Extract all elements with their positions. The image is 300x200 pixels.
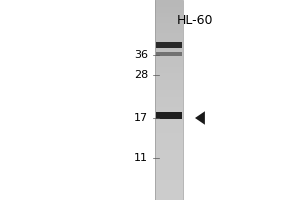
Bar xyxy=(155,100,183,104)
Polygon shape xyxy=(195,111,205,125)
Bar xyxy=(155,143,183,147)
Bar xyxy=(156,52,182,56)
Bar xyxy=(155,157,183,161)
Bar xyxy=(155,160,183,164)
Bar xyxy=(156,42,182,48)
Bar xyxy=(155,197,183,200)
Bar xyxy=(155,117,183,120)
Bar xyxy=(155,177,183,181)
Bar xyxy=(155,113,183,117)
Bar xyxy=(155,70,183,74)
Bar xyxy=(155,73,183,77)
Bar xyxy=(155,63,183,67)
Bar xyxy=(155,27,183,30)
Bar xyxy=(155,83,183,87)
Bar xyxy=(155,13,183,17)
Bar xyxy=(155,93,183,97)
Bar xyxy=(155,80,183,84)
Bar xyxy=(155,133,183,137)
Bar xyxy=(155,170,183,174)
Text: 17: 17 xyxy=(134,113,148,123)
Bar xyxy=(155,3,183,7)
Bar xyxy=(155,20,183,24)
Bar xyxy=(155,37,183,41)
Text: 11: 11 xyxy=(134,153,148,163)
Bar xyxy=(155,103,183,107)
Bar xyxy=(155,167,183,171)
Text: 28: 28 xyxy=(134,70,148,80)
Text: 36: 36 xyxy=(134,50,148,60)
Bar xyxy=(155,87,183,90)
Bar xyxy=(155,57,183,61)
Bar xyxy=(155,53,183,57)
Bar xyxy=(155,107,183,110)
Bar xyxy=(155,50,183,54)
Bar xyxy=(155,187,183,191)
Bar xyxy=(155,180,183,184)
Text: HL-60: HL-60 xyxy=(177,14,213,27)
Bar xyxy=(155,30,183,34)
Bar xyxy=(155,67,183,71)
Bar xyxy=(155,90,183,94)
Bar xyxy=(155,163,183,167)
Bar xyxy=(155,183,183,187)
Bar xyxy=(156,112,182,119)
Bar xyxy=(155,77,183,80)
Bar xyxy=(155,33,183,37)
Bar xyxy=(155,7,183,10)
Bar xyxy=(155,147,183,151)
Bar xyxy=(155,10,183,14)
Bar xyxy=(155,17,183,21)
Bar xyxy=(155,150,183,154)
Bar xyxy=(155,173,183,177)
Bar xyxy=(155,137,183,141)
Bar xyxy=(155,130,183,134)
Bar xyxy=(155,43,183,47)
Bar xyxy=(155,153,183,157)
Bar xyxy=(155,60,183,64)
Bar xyxy=(155,110,183,114)
Bar xyxy=(155,120,183,124)
Bar xyxy=(155,97,183,100)
Bar xyxy=(155,40,183,44)
Bar xyxy=(155,140,183,144)
Bar xyxy=(155,127,183,130)
Bar xyxy=(155,123,183,127)
Bar xyxy=(155,193,183,197)
Bar xyxy=(155,23,183,27)
Bar xyxy=(155,47,183,51)
Bar xyxy=(155,190,183,194)
Bar xyxy=(155,0,183,4)
